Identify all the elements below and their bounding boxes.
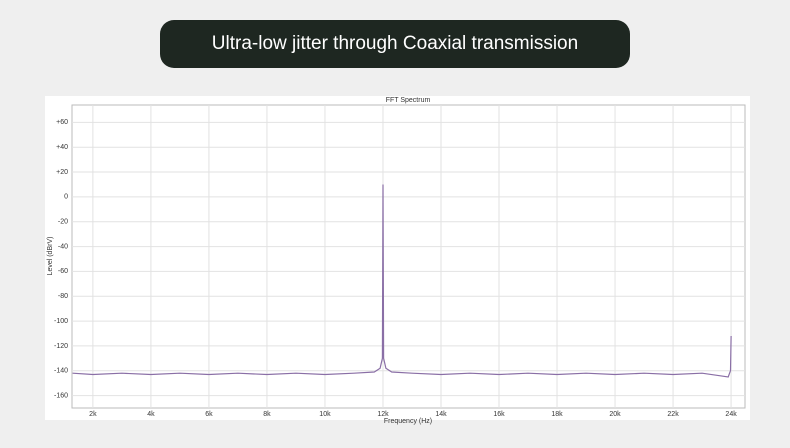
x-tick-label: 16k [493, 411, 505, 418]
x-tick-label: 10k [319, 411, 331, 418]
y-tick-label: -120 [54, 343, 68, 350]
y-tick-label: -160 [54, 392, 68, 399]
chart-panel [45, 96, 750, 420]
x-tick-label: 4k [147, 411, 155, 418]
y-tick-label: -80 [58, 293, 68, 300]
y-tick-label: +20 [56, 169, 68, 176]
y-tick-label: -40 [58, 243, 68, 250]
x-tick-label: 20k [609, 411, 621, 418]
x-axis-label: Frequency (Hz) [384, 418, 432, 425]
x-tick-label: 12k [377, 411, 389, 418]
y-tick-label: 0 [64, 194, 68, 201]
x-tick-label: 18k [551, 411, 563, 418]
chart-title: FFT Spectrum [386, 97, 431, 104]
x-tick-label: 22k [667, 411, 679, 418]
y-tick-label: +60 [56, 119, 68, 126]
y-axis-label: Level (dBrV) [47, 237, 54, 276]
x-tick-label: 2k [89, 411, 97, 418]
x-tick-label: 24k [725, 411, 737, 418]
y-tick-label: -140 [54, 368, 68, 375]
header-title: Ultra-low jitter through Coaxial transmi… [160, 20, 630, 68]
spectrum-line [72, 184, 732, 378]
y-tick-label: -60 [58, 268, 68, 275]
plot-frame [71, 104, 746, 409]
y-tick-label: -100 [54, 318, 68, 325]
x-tick-label: 6k [205, 411, 213, 418]
x-tick-label: 14k [435, 411, 447, 418]
y-tick-label: +40 [56, 144, 68, 151]
y-tick-label: -20 [58, 219, 68, 226]
x-tick-label: 8k [263, 411, 271, 418]
